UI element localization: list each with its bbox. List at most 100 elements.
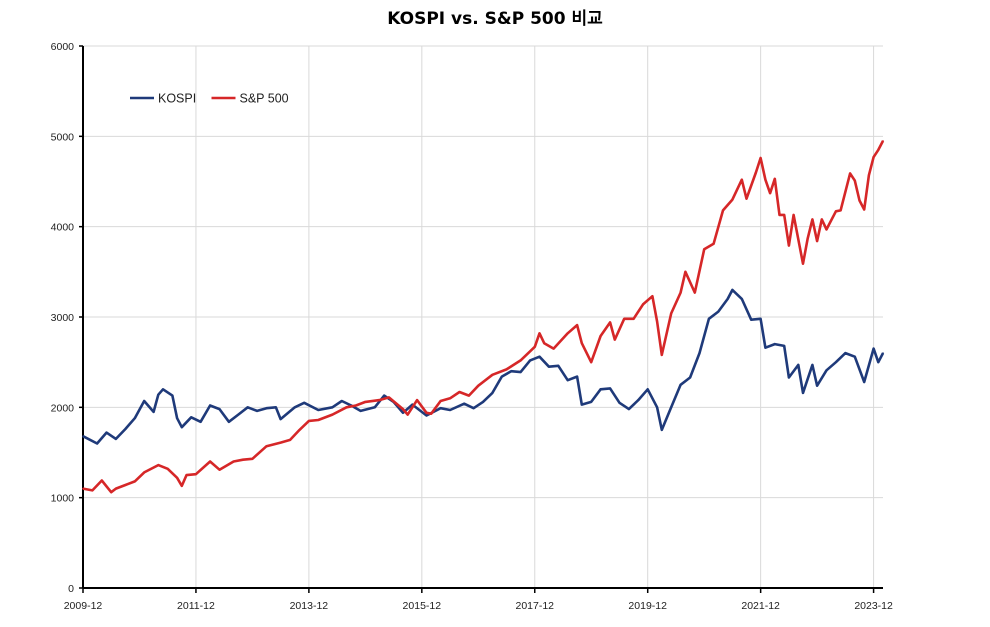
grid-lines	[83, 45, 883, 588]
data-point-s-p-500	[566, 332, 569, 335]
data-point-s-p-500	[298, 429, 301, 431]
data-point-kospi	[548, 365, 550, 368]
data-point-s-p-500	[538, 332, 541, 335]
data-point-kospi	[872, 347, 875, 350]
data-point-kospi	[143, 400, 145, 402]
data-point-s-p-500	[858, 199, 861, 202]
data-point-s-p-500	[82, 487, 84, 490]
data-point-s-p-500	[741, 178, 743, 181]
data-point-s-p-500	[745, 197, 748, 200]
data-point-s-p-500	[232, 460, 235, 463]
data-point-kospi	[383, 394, 386, 397]
data-point-s-p-500	[679, 291, 682, 294]
data-point-s-p-500	[872, 156, 875, 158]
data-point-s-p-500	[576, 324, 578, 326]
data-point-kospi	[882, 352, 884, 354]
data-point-s-p-500	[769, 192, 771, 194]
data-point-kospi	[246, 406, 249, 409]
data-point-s-p-500	[430, 412, 433, 415]
data-point-kospi	[237, 413, 240, 416]
data-point-kospi	[599, 388, 602, 391]
data-point-kospi	[877, 361, 880, 364]
data-point-s-p-500	[519, 359, 522, 362]
data-point-kospi	[566, 379, 569, 382]
data-point-s-p-500	[783, 214, 785, 216]
data-point-s-p-500	[185, 474, 188, 476]
data-point-kospi	[750, 318, 752, 321]
x-tick-label: 2013-12	[290, 600, 329, 612]
data-point-s-p-500	[402, 408, 404, 410]
data-point-kospi	[797, 364, 800, 366]
data-point-kospi	[689, 376, 691, 379]
data-point-kospi	[171, 394, 174, 397]
data-point-s-p-500	[806, 237, 809, 240]
data-point-s-p-500	[774, 178, 776, 180]
data-point-kospi	[529, 359, 531, 362]
data-point-s-p-500	[651, 295, 654, 298]
series-lines	[82, 140, 885, 494]
data-point-s-p-500	[661, 354, 663, 356]
data-point-s-p-500	[868, 174, 870, 176]
data-point-s-p-500	[863, 208, 865, 211]
data-point-kospi	[637, 399, 640, 401]
data-point-s-p-500	[449, 397, 451, 400]
data-point-kospi	[181, 426, 183, 429]
data-point-kospi	[538, 355, 541, 358]
data-point-kospi	[402, 412, 404, 414]
data-point-s-p-500	[91, 489, 94, 492]
data-point-s-p-500	[839, 209, 842, 212]
data-point-kospi	[825, 369, 828, 372]
data-point-s-p-500	[599, 335, 602, 337]
x-tick-label: 2015-12	[403, 600, 442, 612]
data-point-s-p-500	[209, 460, 211, 463]
data-point-kospi	[557, 365, 560, 367]
data-point-kospi	[341, 400, 343, 402]
data-point-kospi	[844, 352, 847, 354]
data-point-kospi	[449, 409, 451, 411]
data-point-s-p-500	[877, 149, 880, 151]
data-point-s-p-500	[670, 312, 672, 315]
data-point-s-p-500	[425, 412, 428, 414]
x-tick-label: 2023-12	[854, 600, 893, 612]
data-point-s-p-500	[289, 439, 291, 441]
data-point-s-p-500	[694, 291, 696, 294]
data-point-s-p-500	[821, 218, 823, 221]
data-point-s-p-500	[134, 480, 136, 483]
data-point-s-p-500	[458, 391, 461, 393]
data-point-s-p-500	[439, 400, 442, 402]
y-axis-ticks: 0 1000 2000 3000 4000 5000 6000	[51, 41, 83, 595]
data-point-kospi	[759, 318, 762, 320]
y-tick-label: 0	[68, 583, 74, 595]
data-point-kospi	[256, 410, 258, 412]
data-point-s-p-500	[581, 342, 583, 345]
data-point-s-p-500	[849, 172, 851, 175]
data-point-kospi	[472, 407, 475, 410]
y-tick-label: 4000	[51, 222, 75, 234]
data-point-s-p-500	[712, 243, 715, 245]
data-point-kospi	[863, 381, 865, 383]
data-point-kospi	[359, 410, 362, 412]
data-point-kospi	[618, 402, 621, 404]
data-point-kospi	[331, 406, 334, 409]
data-point-s-p-500	[251, 458, 254, 460]
data-point-kospi	[228, 421, 230, 423]
data-point-kospi	[661, 429, 663, 431]
data-point-kospi	[679, 384, 682, 386]
data-point-kospi	[764, 346, 767, 349]
data-point-s-p-500	[416, 399, 418, 401]
data-point-s-p-500	[792, 214, 795, 216]
data-point-kospi	[463, 402, 466, 405]
data-point-kospi	[152, 411, 155, 413]
data-point-s-p-500	[242, 458, 244, 461]
data-point-s-p-500	[477, 384, 480, 387]
data-point-s-p-500	[811, 218, 814, 221]
data-point-kospi	[275, 406, 277, 409]
data-point-s-p-500	[825, 228, 828, 231]
x-tick-label: 2009-12	[64, 600, 103, 612]
data-point-kospi	[802, 392, 804, 394]
data-point-s-p-500	[614, 338, 616, 341]
data-point-s-p-500	[115, 487, 117, 490]
data-point-kospi	[491, 392, 494, 394]
data-point-kospi	[157, 393, 160, 396]
